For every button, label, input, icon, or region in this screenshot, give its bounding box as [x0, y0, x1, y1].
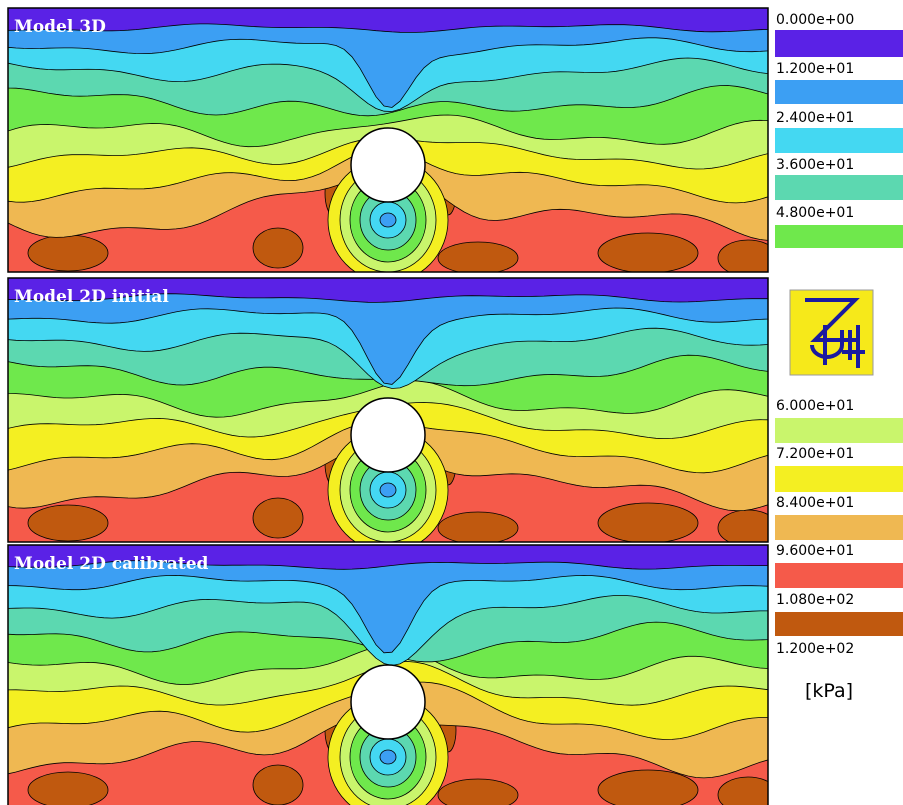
band-blob — [27, 771, 109, 805]
band-blob — [717, 776, 768, 805]
bulb — [379, 482, 397, 498]
legend-label: 6.000e+01 — [776, 398, 854, 414]
band-blob — [717, 509, 768, 542]
band — [8, 278, 768, 385]
legend-swatch — [775, 225, 903, 248]
band-blob — [597, 769, 699, 805]
band-blob — [717, 239, 768, 272]
panel-title: Model 2D initial — [14, 287, 169, 307]
legend-label: 1.200e+01 — [776, 61, 854, 77]
legend-swatch — [775, 612, 903, 636]
legend-label: 3.600e+01 — [776, 157, 854, 173]
band-blob — [252, 227, 304, 269]
band — [8, 545, 768, 570]
band — [8, 278, 768, 303]
panel-frame — [7, 277, 769, 543]
logo — [789, 289, 874, 376]
band-blob — [252, 764, 304, 805]
contour-panel — [8, 8, 768, 272]
hole — [350, 664, 426, 740]
logo-mark — [805, 298, 865, 368]
band — [8, 8, 768, 108]
legend-swatch — [775, 80, 903, 104]
legend-label: 4.800e+01 — [776, 205, 854, 221]
legend-swatch — [775, 418, 903, 443]
legend-label: 2.400e+01 — [776, 110, 854, 126]
logo-box — [789, 289, 874, 376]
band — [8, 545, 768, 654]
band-blob — [437, 778, 519, 805]
legend-label: 9.600e+01 — [776, 543, 854, 559]
band-blob — [27, 234, 109, 272]
legend-swatch — [775, 466, 903, 492]
unit-label: [kPa] — [805, 680, 853, 702]
contour-panel — [8, 545, 768, 805]
legend-label: 1.080e+02 — [776, 592, 854, 608]
band — [8, 8, 768, 33]
band-blob — [597, 232, 699, 272]
band-blob — [437, 511, 519, 542]
hole — [350, 127, 426, 203]
panel-title: Model 2D calibrated — [14, 554, 209, 574]
legend-label: 8.400e+01 — [776, 495, 854, 511]
legend-swatch — [775, 515, 903, 540]
band-blob — [437, 241, 519, 272]
panel-frame — [7, 544, 769, 805]
hole — [350, 397, 426, 473]
contour-panel — [8, 278, 768, 542]
panel-frame — [7, 7, 769, 273]
legend-swatch — [775, 128, 903, 153]
legend-label: 1.200e+02 — [776, 641, 854, 657]
bulb — [379, 749, 397, 765]
legend-swatch — [775, 175, 903, 200]
panel-title: Model 3D — [14, 17, 106, 37]
bulb — [379, 212, 397, 228]
legend-label: 0.000e+00 — [776, 12, 854, 28]
legend-label: 7.200e+01 — [776, 446, 854, 462]
legend-swatch — [775, 30, 903, 57]
band-blob — [597, 502, 699, 542]
band-blob — [27, 504, 109, 542]
band-blob — [252, 497, 304, 539]
legend-swatch — [775, 563, 903, 588]
